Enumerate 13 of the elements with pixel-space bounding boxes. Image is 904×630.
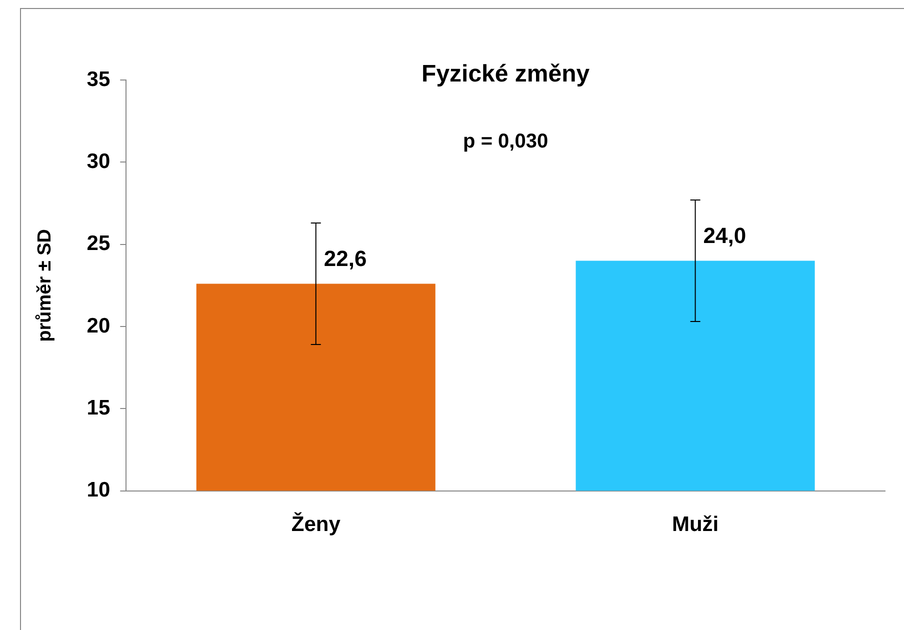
- y-tick-label: 20: [86, 314, 110, 338]
- x-tick-label: Muži: [672, 513, 719, 536]
- annotation: p = 0,030: [463, 130, 548, 153]
- chart-title: Fyzické změny: [422, 60, 590, 88]
- y-tick-label: 25: [86, 232, 110, 256]
- y-axis-title: průměr ± SD: [34, 228, 56, 342]
- y-tick-label: 15: [86, 396, 110, 420]
- y-tick-label: 35: [86, 68, 110, 91]
- data-label: 24,0: [703, 222, 746, 248]
- y-tick-label: 30: [86, 150, 110, 173]
- y-tick-label: 10: [86, 478, 110, 502]
- x-tick-label: Ženy: [291, 512, 341, 536]
- data-label: 22,6: [324, 246, 367, 271]
